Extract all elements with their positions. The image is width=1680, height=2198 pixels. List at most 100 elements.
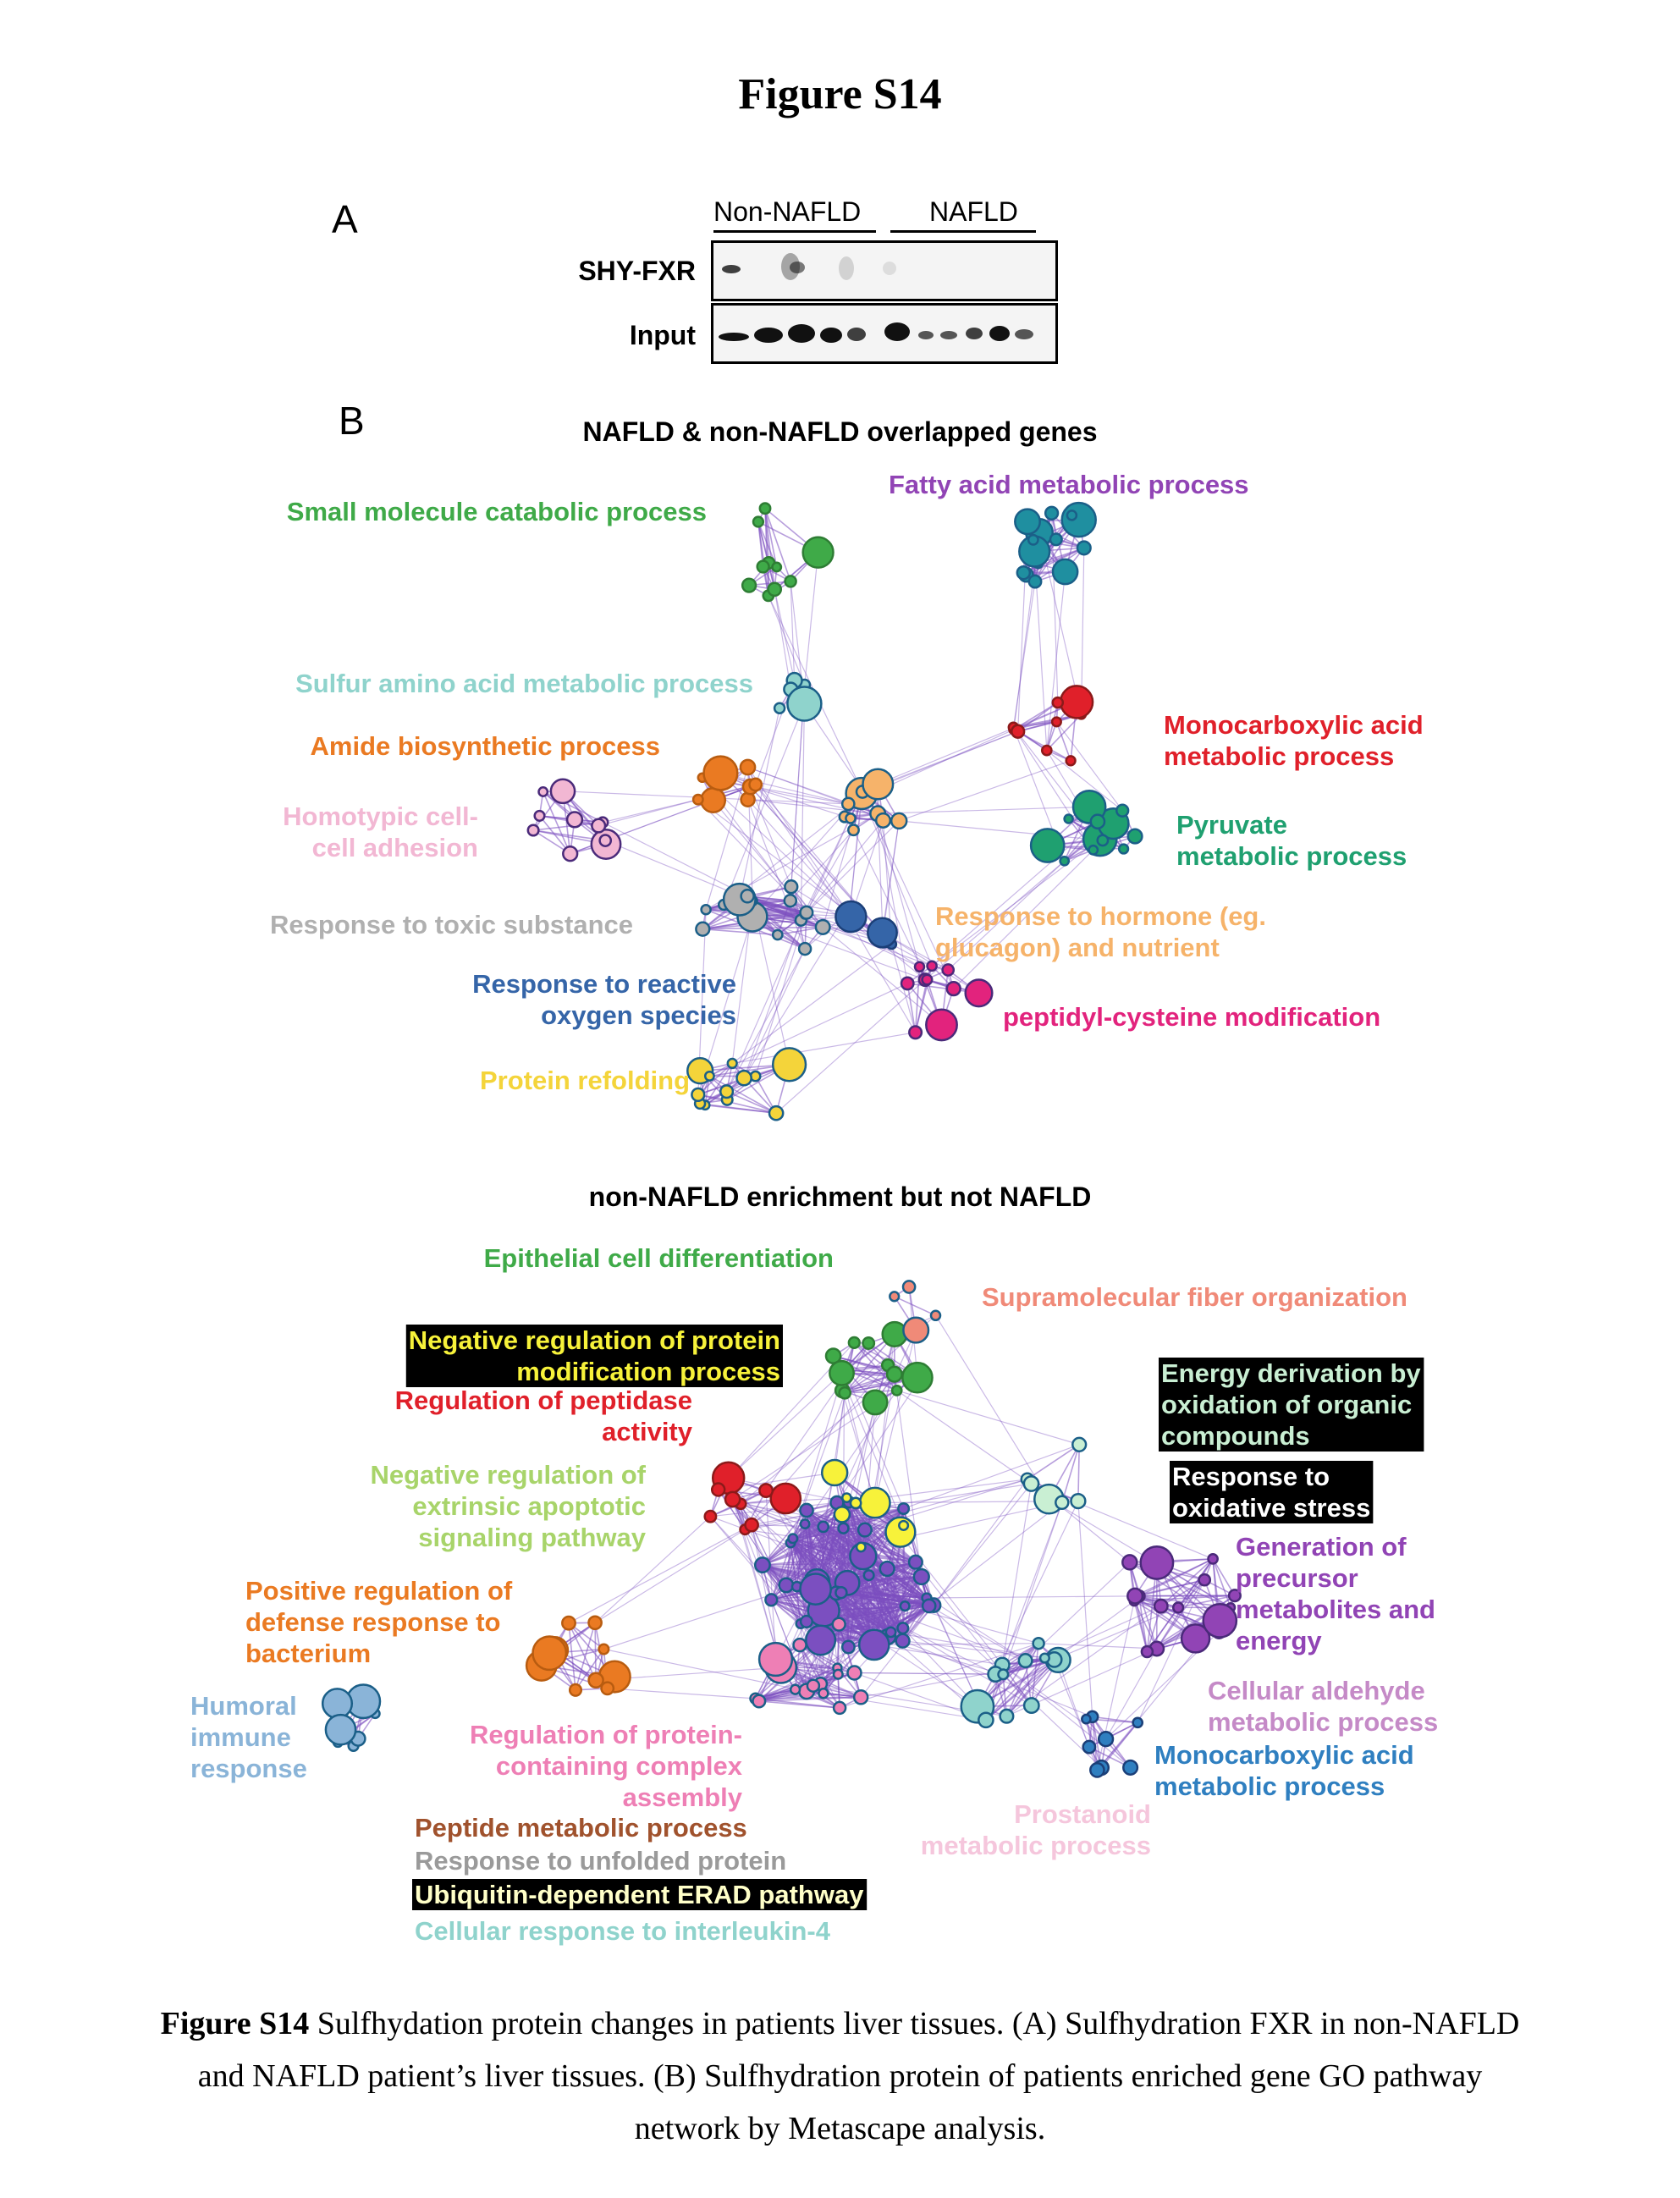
network2-label-line: oxidative stress [1172,1493,1370,1523]
network1-node [703,1070,715,1082]
network2-node [710,1482,726,1497]
network1-node [784,879,799,895]
network2-node [321,1688,354,1720]
network2-node [587,1615,603,1631]
network1-node [784,575,797,588]
network2-label-line: Prostanoid [1014,1799,1151,1829]
network2-node [1055,1495,1070,1511]
network1-node [921,973,934,986]
network1-node [741,577,757,593]
network1-node [925,1008,958,1042]
network2-edge [1054,1600,1135,1661]
network1-node [537,786,549,797]
network2-node [753,1556,771,1574]
network2-node [929,1309,942,1322]
network2-node [568,1683,583,1697]
network2-node [895,1633,911,1649]
network1-edge [1055,721,1123,812]
network1-edge [849,793,862,914]
network2-label-highlight [1170,1461,1374,1523]
network2-label-line: metabolites and [1236,1595,1435,1624]
network2-edge [1005,1659,1055,1717]
network2-edge [1091,1716,1103,1768]
network1-edge [747,895,850,914]
network1-node [1051,558,1079,586]
network2-edge [1031,1643,1039,1706]
network1-node [867,917,898,949]
network2-edge [1146,1606,1162,1652]
network1-label-line: Response to toxic substance [270,910,633,939]
network2-edge [792,1538,842,1594]
network2-node [841,1492,852,1503]
network1-edge [1055,721,1071,762]
network2-label-6: Negative regulation of extrinsic apoptoti… [370,1460,646,1552]
network1-node [801,536,834,569]
network2-node [834,1585,848,1600]
network2-node [999,1708,1015,1724]
network2-node [907,1554,923,1570]
network1-label-line: Homotypic cell- [283,802,478,831]
network1-edge [1046,750,1123,812]
network2-edge [762,1497,847,1566]
network2-label-line: Cellular response to interleukin-4 [415,1916,831,1946]
network2-node [997,1668,1010,1681]
network2-label-4: Energy derivation by oxidation of organic… [1161,1358,1421,1451]
network1-node [752,515,765,528]
network1-node [771,928,784,941]
network1-node [834,900,868,934]
network2-node [829,1359,855,1386]
network2-label-line: Epithelial cell differentiation [484,1243,834,1273]
network2-edge [896,1390,1032,1485]
network2-node [832,1668,844,1680]
network1-label-11: Protein refolding [480,1066,690,1095]
network1-node [1016,565,1032,581]
network1-edge [931,821,1099,967]
figure-caption: Figure S14 Sulfhydation protein changes … [152,1997,1528,2155]
network2-node [1140,1644,1154,1659]
network1-edge [953,849,1094,989]
network1-node [598,834,613,847]
network2-label-line: modification process [516,1357,780,1386]
network2-edge [568,1622,576,1690]
network2-node [1139,1545,1175,1580]
network2-node [1071,1436,1088,1452]
network2-node [889,1291,901,1303]
network2-node [561,1615,576,1631]
network1-node [797,941,812,956]
network2-label-line: oxidation of organic [1161,1390,1412,1419]
network2-node [855,1541,867,1553]
network1-edge [877,813,921,967]
network1-label-line: Amide biosynthetic process [311,731,660,761]
network2-label-line: Energy derivation by [1161,1358,1421,1388]
network2-label-line: Positive regulation of [245,1576,513,1606]
network2-node [885,1365,903,1383]
network1-edge [731,944,892,1064]
network1-edge [774,589,796,681]
network1-node [1115,803,1130,818]
network2-edge [985,1657,1045,1721]
network2-edge [928,1605,1004,1675]
network2-edge [594,1516,711,1623]
network1-edge [750,786,892,945]
network2-edge [933,1483,1032,1606]
network2-label-line: compounds [1161,1421,1310,1451]
network1-node [1049,532,1063,547]
network2-node [799,1573,832,1606]
network2-node [600,1681,615,1696]
network1-edge [804,820,900,915]
blot-label-input: Input [629,320,696,350]
network1-node [783,893,798,908]
network1-label-line: Protein refolding [480,1066,690,1095]
network1-edge [723,703,805,906]
network1-node [908,1025,923,1040]
network1-node [756,559,770,574]
network2-edge [994,1501,1079,1675]
network1-edge [891,944,933,967]
network2-label-line: Negative regulation of protein [409,1325,780,1355]
network1-edge [800,703,805,921]
network1-node [562,846,579,862]
network2-label-line: activity [602,1417,693,1446]
network1-edge [764,508,775,590]
network2-label-line: metabolic process [1208,1707,1438,1737]
network1-node [1088,844,1099,856]
